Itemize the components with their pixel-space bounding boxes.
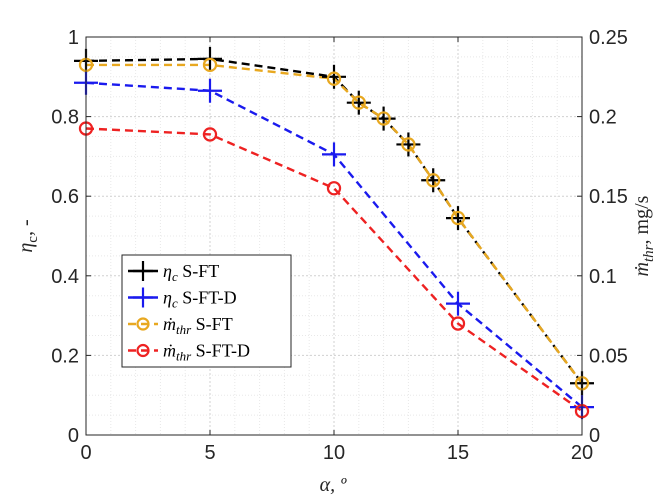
y-left-tick-label: 0.6 bbox=[51, 186, 79, 208]
y-left-tick-label: 0.4 bbox=[51, 266, 79, 288]
data-point-series-1 bbox=[371, 106, 396, 131]
data-point-series-1 bbox=[446, 206, 470, 231]
legend-label: ηc S-FT bbox=[163, 261, 219, 284]
x-ticks: 0 5 10 15 20 bbox=[80, 37, 593, 464]
y-right-tick-label: 0.15 bbox=[589, 186, 628, 208]
data-point-series-3 bbox=[376, 111, 391, 126]
data-point-series-3 bbox=[351, 95, 366, 110]
series-line-4 bbox=[85, 127, 583, 413]
x-axis-label: α, º bbox=[320, 474, 347, 496]
data-point-series-1 bbox=[346, 90, 371, 115]
y-right-ticks: 0 0.05 0.1 0.15 0.2 0.25 bbox=[577, 27, 628, 447]
legend-entry-3: ṁthr S-FT bbox=[128, 314, 233, 337]
y-left-tick-label: 0.2 bbox=[51, 345, 79, 367]
data-point-series-1 bbox=[396, 132, 421, 157]
data-point-series-3 bbox=[326, 71, 342, 86]
plot-background bbox=[86, 37, 582, 435]
y-right-axis-label: ṁthr, mg/s bbox=[631, 195, 657, 276]
data-point-series-2 bbox=[198, 78, 222, 103]
legend-entry-1: ηc S-FT bbox=[128, 261, 219, 284]
x-tick-label: 5 bbox=[204, 442, 215, 464]
y-right-tick-label: 0.1 bbox=[589, 266, 617, 288]
legend-marker bbox=[136, 317, 150, 331]
legend-label: ηc S-FT-D bbox=[163, 288, 237, 311]
x-tick-label: 0 bbox=[80, 442, 91, 464]
y-right-tick-label: 0.05 bbox=[589, 345, 628, 367]
y-right-tick-label: 0.25 bbox=[589, 27, 628, 49]
x-tick-label: 10 bbox=[323, 442, 345, 464]
data-point-series-3 bbox=[426, 173, 441, 188]
data-point-series-4 bbox=[326, 181, 342, 196]
data-point-series-3 bbox=[202, 57, 218, 73]
x-tick-label: 15 bbox=[447, 442, 469, 464]
x-tick-label: 20 bbox=[571, 442, 593, 464]
y-left-tick-label: 0 bbox=[68, 425, 79, 447]
legend-label: ṁthr S-FT bbox=[163, 314, 233, 337]
y-left-tick-label: 0.8 bbox=[51, 107, 79, 129]
data-point-series-3 bbox=[450, 210, 466, 226]
legend-entry-4: ṁthr S-FT-D bbox=[128, 341, 250, 364]
legend: ηc S-FT ηc S-FT-D ṁthr S-FT ṁthr S-FT-D bbox=[121, 254, 292, 368]
y-left-ticks: 0 0.2 0.4 0.6 0.8 1 bbox=[51, 27, 91, 447]
legend-entry-2: ηc S-FT-D bbox=[128, 287, 237, 311]
legend-label: ṁthr S-FT-D bbox=[163, 341, 250, 364]
legend-box bbox=[121, 254, 292, 368]
data-point-series-4 bbox=[202, 127, 218, 142]
legend-marker bbox=[136, 343, 150, 358]
y-right-tick-label: 0 bbox=[589, 425, 600, 447]
y-left-tick-label: 1 bbox=[68, 27, 79, 49]
data-point-series-2 bbox=[446, 291, 470, 316]
data-point-series-2 bbox=[322, 142, 346, 167]
legend-marker bbox=[133, 261, 153, 281]
data-point-series-4 bbox=[450, 316, 466, 331]
y-right-tick-label: 0.2 bbox=[589, 107, 617, 129]
data-point-series-3 bbox=[401, 137, 416, 152]
data-point-series-1 bbox=[421, 168, 446, 193]
y-left-axis-label: ηc, - bbox=[15, 219, 41, 252]
legend-marker bbox=[133, 287, 153, 308]
